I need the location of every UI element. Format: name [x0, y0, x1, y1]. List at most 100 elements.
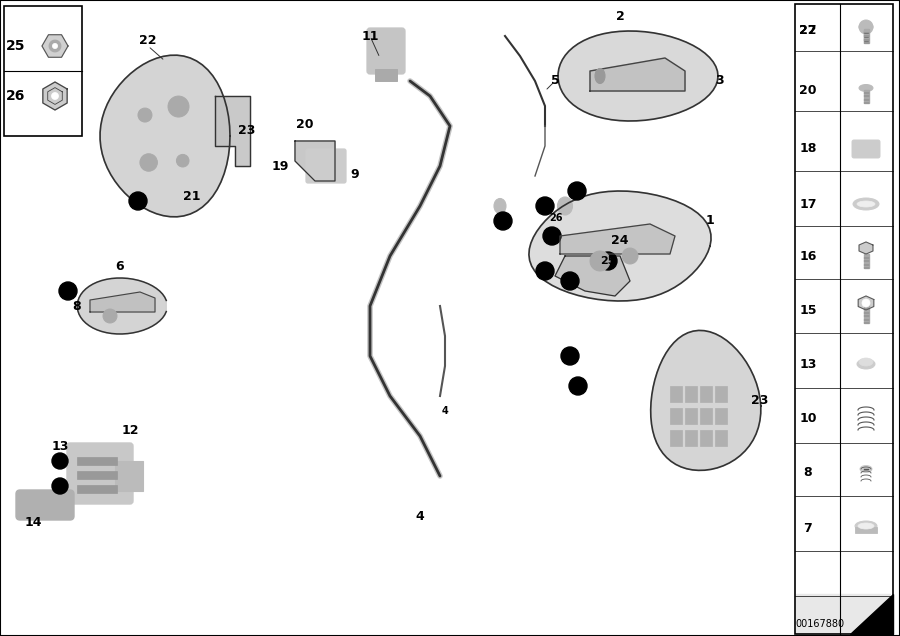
Polygon shape — [590, 58, 685, 91]
Ellipse shape — [857, 359, 875, 369]
Polygon shape — [850, 594, 893, 634]
Bar — [77, 457, 117, 465]
Circle shape — [561, 347, 579, 365]
Text: 23: 23 — [752, 394, 769, 408]
Text: 4: 4 — [416, 509, 425, 523]
Bar — [715, 408, 727, 424]
Ellipse shape — [857, 201, 875, 207]
Polygon shape — [796, 594, 890, 634]
Polygon shape — [43, 82, 68, 110]
Circle shape — [561, 272, 579, 290]
Text: 25: 25 — [600, 256, 616, 266]
Bar — [685, 408, 697, 424]
Text: 19: 19 — [271, 160, 289, 172]
Circle shape — [129, 192, 147, 210]
Circle shape — [599, 252, 617, 270]
Polygon shape — [100, 55, 230, 217]
Text: 8: 8 — [73, 300, 81, 312]
Bar — [863, 254, 868, 268]
Circle shape — [536, 197, 554, 215]
Ellipse shape — [595, 69, 605, 83]
Polygon shape — [295, 141, 335, 181]
Bar — [715, 386, 727, 402]
Circle shape — [536, 262, 554, 280]
Bar — [77, 471, 117, 479]
FancyBboxPatch shape — [367, 28, 405, 74]
Text: 15: 15 — [52, 481, 68, 491]
Bar — [700, 430, 712, 446]
Bar — [685, 386, 697, 402]
Text: 18: 18 — [799, 142, 816, 155]
Text: 12: 12 — [122, 424, 139, 438]
FancyBboxPatch shape — [306, 149, 346, 183]
Circle shape — [50, 40, 61, 52]
Polygon shape — [215, 96, 250, 166]
FancyBboxPatch shape — [16, 490, 74, 520]
Polygon shape — [860, 242, 873, 254]
Text: 13: 13 — [799, 357, 816, 371]
Polygon shape — [560, 224, 675, 254]
Bar — [375, 69, 397, 81]
Circle shape — [168, 96, 189, 117]
Bar — [685, 430, 697, 446]
Ellipse shape — [853, 198, 879, 210]
Text: 6: 6 — [116, 259, 124, 272]
Text: 13: 13 — [51, 439, 68, 452]
Text: 26: 26 — [544, 231, 560, 241]
Circle shape — [543, 227, 561, 245]
Text: 23: 23 — [238, 125, 256, 137]
Circle shape — [862, 299, 870, 307]
Bar — [700, 386, 712, 402]
Text: 26: 26 — [537, 266, 553, 276]
Polygon shape — [90, 292, 155, 312]
Bar — [795, 4, 893, 634]
Circle shape — [59, 282, 77, 300]
Bar — [670, 408, 682, 424]
Bar — [670, 430, 682, 446]
Text: 10: 10 — [799, 411, 817, 424]
Ellipse shape — [860, 466, 872, 473]
Circle shape — [103, 309, 117, 323]
FancyBboxPatch shape — [852, 140, 880, 158]
Bar — [4, 6, 82, 136]
Circle shape — [622, 248, 638, 264]
Text: 22: 22 — [140, 34, 157, 48]
Bar — [855, 527, 877, 533]
Text: 26: 26 — [6, 89, 26, 103]
Bar — [715, 430, 727, 446]
Circle shape — [590, 251, 610, 271]
Text: 25: 25 — [6, 39, 26, 53]
Circle shape — [568, 182, 586, 200]
Bar — [863, 90, 868, 103]
Text: 21: 21 — [184, 190, 201, 202]
Ellipse shape — [859, 23, 873, 31]
Circle shape — [569, 377, 587, 395]
Text: 20: 20 — [296, 118, 314, 130]
Circle shape — [51, 92, 59, 99]
Bar — [77, 485, 117, 493]
Polygon shape — [42, 35, 68, 57]
Text: 4: 4 — [442, 406, 448, 416]
Text: 11: 11 — [361, 29, 379, 43]
Circle shape — [176, 155, 189, 167]
Bar — [863, 305, 868, 323]
Text: 9: 9 — [351, 167, 359, 181]
Text: 8: 8 — [804, 466, 813, 480]
Text: 16: 16 — [52, 456, 68, 466]
Polygon shape — [77, 278, 166, 334]
Ellipse shape — [494, 198, 506, 214]
Bar — [670, 386, 682, 402]
FancyBboxPatch shape — [67, 443, 133, 504]
Text: 25: 25 — [571, 381, 586, 391]
Text: 14: 14 — [24, 516, 41, 530]
Text: 17: 17 — [799, 198, 817, 211]
Ellipse shape — [557, 197, 572, 215]
Polygon shape — [651, 331, 760, 471]
Ellipse shape — [859, 85, 873, 92]
Text: 25: 25 — [537, 201, 553, 211]
Text: 24: 24 — [611, 235, 629, 247]
Circle shape — [52, 453, 68, 469]
Polygon shape — [859, 296, 874, 310]
Text: 27: 27 — [799, 25, 817, 38]
Circle shape — [494, 212, 512, 230]
